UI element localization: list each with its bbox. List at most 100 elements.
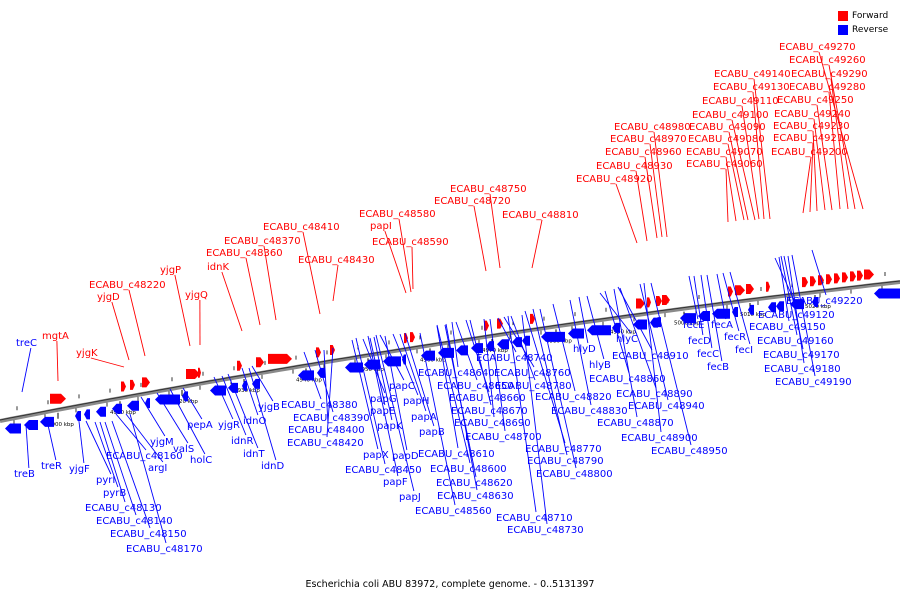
forward-gene-label-leader [90,357,125,368]
forward-gene-label-leader [653,131,668,238]
forward-gene [647,297,651,308]
reverse-gene-label-leader [375,334,415,492]
forward-gene-label: ECABU_c49260 [789,55,866,66]
forward-gene-label: ECABU_c48410 [263,222,340,233]
reverse-swatch [838,25,848,35]
reverse-gene [24,419,38,430]
reverse-gene-label: papE [370,406,395,417]
forward-gene-label: ECABU_c48960 [605,147,682,158]
reverse-gene-label: ECABU_c48660 [449,393,526,404]
forward-gene [826,274,832,285]
forward-gene-label-leader [384,230,407,294]
reverse-gene-label-leader [367,335,399,477]
forward-gene-label-leader [731,119,756,221]
forward-gene [130,379,135,390]
reverse-gene-label: pepA [187,420,213,431]
reverse-gene [242,380,247,391]
reverse-gene-label: treB [14,469,35,480]
forward-gene [142,377,150,388]
forward-gene-label: ECABU_c49290 [791,69,868,80]
forward-gene-label-leader [302,231,321,315]
forward-gene [834,273,840,284]
forward-gene [50,393,66,404]
reverse-gene-label-leader [362,338,386,394]
forward-gene-label: ECABU_c49060 [686,159,763,170]
forward-gene-label-leader [111,301,130,361]
reverse-gene-label-leader [604,290,630,374]
reverse-gene-label-leader [326,347,334,438]
reverse-gene-label: ECABU_c48170 [126,544,203,555]
reverse-gene-label: valS [173,444,194,455]
reverse-gene-label: ECABU_c48890 [616,389,693,400]
reverse-gene-label-leader [532,308,568,456]
forward-gene-label-leader [332,264,339,302]
forward-gene-label: ECABU_c49100 [692,110,769,121]
reverse-gene-label-leader [129,413,167,544]
forward-gene-label-leader [830,78,849,210]
reverse-gene-label: ECABU_c48820 [535,392,612,403]
reverse-gene [345,362,363,373]
reverse-gene [812,296,818,307]
reverse-gene-label-leader [99,421,126,503]
reverse-gene-label: idnD [261,461,284,472]
reverse-gene [127,400,139,411]
reverse-gene-label-leader [392,333,419,396]
forward-gene-label-leader [473,205,487,272]
reverse-gene-label-leader [619,287,657,389]
forward-gene [810,276,816,287]
reverse-gene-label: papC [389,381,415,392]
reverse-gene-label-leader [778,256,790,322]
reverse-gene [768,302,776,313]
reverse-gene-label-leader [643,282,662,433]
reverse-gene-label-leader [323,349,329,425]
reverse-gene-label-leader [539,308,577,469]
reverse-gene-label-leader [213,376,234,420]
reverse-gene-label: papF [383,477,408,488]
reverse-gene-label-leader [115,413,147,451]
reverse-gene-label: ECABU_c48670 [451,406,528,417]
scale-tick-label: 4920 kbp [172,399,198,405]
reverse-gene-label-leader [811,249,827,296]
reverse-gene-label-leader [507,315,537,513]
reverse-gene-label: ECABU_c49160 [757,336,834,347]
reverse-gene-label-leader [688,275,699,320]
reverse-gene-label: hlyC [616,334,638,345]
reverse-gene-label-leader [404,332,435,427]
forward-gene-label: ECABU_c49210 [773,133,850,144]
forward-gene [864,269,874,280]
reverse-gene-label: papA [411,412,437,423]
forward-gene-label-leader [649,143,663,238]
reverse-gene-label: ECABU_c48630 [437,491,514,502]
forward-gene-label-leader [615,183,638,244]
reverse-gene-label: ECABU_c49170 [763,350,840,361]
reverse-gene [402,354,406,365]
reverse-gene-label: fecA [711,320,733,331]
reverse-gene-label-leader [716,273,727,320]
forward-gene-label: ECABU_c48580 [359,209,436,220]
reverse-gene-label-leader [25,424,30,469]
forward-gene-label: ECABU_c48920 [576,174,653,185]
forward-gene-label-leader [174,274,191,347]
forward-gene-label: mgtA [42,331,69,342]
reverse-gene-label: treC [16,338,37,349]
reverse-gene [655,317,661,328]
forward-gene [746,284,754,295]
reverse-gene [486,341,494,352]
reverse-gene-label: idnT [243,449,265,460]
forward-gene-label: yjgP [160,265,181,276]
forward-gene-label-leader [245,257,261,326]
forward-gene-label-leader [727,143,745,221]
forward-gene-label-leader [753,78,771,220]
forward-gene-label-leader [802,156,812,214]
reverse-gene-label: papJ [399,492,421,503]
forward-gene [636,298,645,309]
reverse-gene-label: fecI [735,345,753,356]
reverse-gene-label-leader [355,337,386,465]
scale-tick-label: 4900 kbp [48,422,74,428]
forward-gene-label: ECABU_c49250 [777,95,854,106]
forward-gene [842,272,848,283]
forward-gene-label: ECABU_c48810 [502,210,579,221]
reverse-gene-label-leader [373,336,393,421]
reverse-gene-label: ECABU_c48900 [621,433,698,444]
reverse-gene [5,423,21,434]
